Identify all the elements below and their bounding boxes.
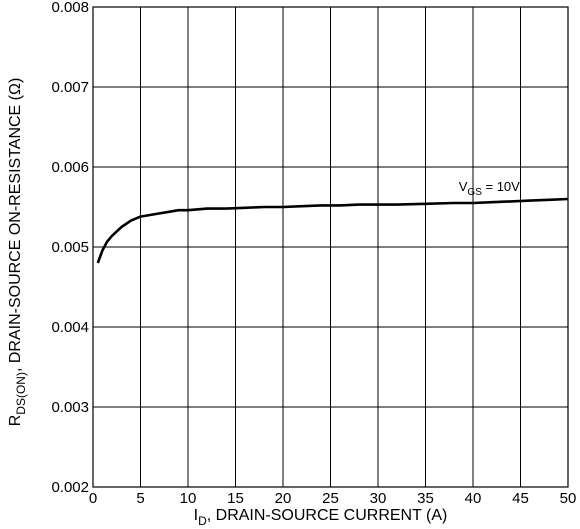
x-tick-label: 30: [370, 490, 387, 507]
x-tick-label: 35: [417, 490, 434, 507]
y-axis-title-rest: , DRAIN-SOURCE ON-RESISTANCE (Ω): [7, 78, 24, 372]
grid: [93, 7, 568, 487]
y-tick-label: 0.004: [51, 319, 89, 336]
x-tick-label: 5: [136, 490, 144, 507]
annotation-main: V: [459, 179, 468, 194]
y-tick-label: 0.008: [51, 0, 89, 16]
x-tick-label: 40: [465, 490, 482, 507]
x-tick-label: 50: [560, 490, 577, 507]
annotation-sub: GS: [467, 187, 482, 198]
x-axis-title: ID, DRAIN-SOURCE CURRENT (A): [194, 507, 448, 528]
y-axis-title: RDS(ON), DRAIN-SOURCE ON-RESISTANCE (Ω): [7, 78, 28, 427]
y-axis-title-sub: DS(ON): [14, 372, 28, 415]
x-tick-labels: 0 5 10 15 20 25 30 35 40 45 50: [89, 490, 577, 507]
y-axis-title-main: R: [7, 415, 24, 427]
x-tick-label: 15: [227, 490, 244, 507]
x-tick-label: 20: [275, 490, 292, 507]
x-tick-label: 10: [180, 490, 197, 507]
x-tick-label: 0: [89, 490, 97, 507]
plot-frame: [92, 6, 569, 488]
y-tick-labels: 0.002 0.003 0.004 0.005 0.006 0.007 0.008: [51, 0, 89, 496]
vgs-annotation: VGS = 10V: [459, 179, 520, 198]
x-tick-label: 25: [322, 490, 339, 507]
y-tick-label: 0.005: [51, 239, 89, 256]
x-axis-title-sub: D: [198, 514, 207, 528]
y-tick-label: 0.002: [51, 479, 89, 496]
x-tick-label: 45: [512, 490, 529, 507]
x-axis-title-main: I: [194, 507, 198, 524]
y-tick-label: 0.003: [51, 399, 89, 416]
y-tick-label: 0.007: [51, 79, 89, 96]
series-line: [96, 197, 569, 264]
y-tick-label: 0.006: [51, 159, 89, 176]
annotation-rest: = 10V: [482, 179, 520, 194]
x-axis-title-rest: , DRAIN-SOURCE CURRENT (A): [207, 507, 448, 524]
